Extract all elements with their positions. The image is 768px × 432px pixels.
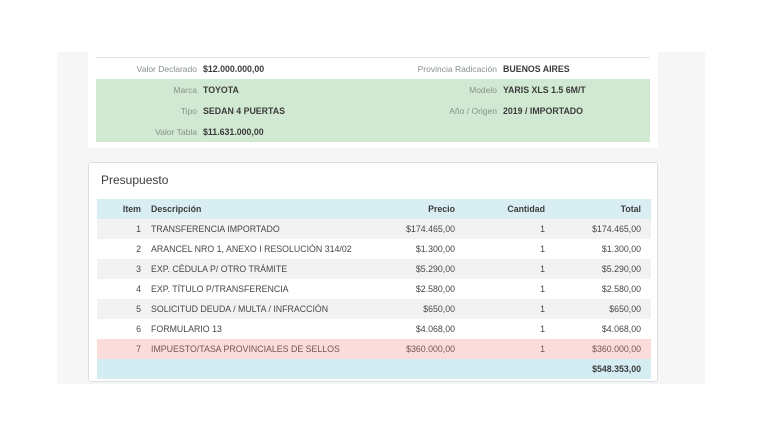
column-header-description: Descripción	[151, 204, 202, 214]
info-label-right: Provincia Radicación	[417, 63, 497, 74]
info-value-right: 2019 / IMPORTADO	[503, 105, 584, 116]
info-label-right: Año / Origen	[449, 105, 497, 116]
description-cell: TRANSFERENCIA IMPORTADO	[151, 224, 280, 234]
grand-total-row: $548.353,00	[97, 359, 651, 379]
column-header-price: Precio	[428, 204, 455, 214]
quantity-cell: 1	[540, 284, 545, 294]
vehicle-info-table: Valor Declarado $12.000.000,00 Provincia…	[96, 57, 650, 142]
total-cell: $5.290,00	[601, 264, 641, 274]
price-cell: $1.300,00	[415, 244, 455, 254]
price-cell: $650,00	[423, 304, 455, 314]
total-cell: $360.000,00	[592, 344, 641, 354]
table-row: 7 IMPUESTO/TASA PROVINCIALES DE SELLOS $…	[97, 339, 651, 359]
quantity-cell: 1	[540, 344, 545, 354]
info-value-left: TOYOTA	[203, 84, 239, 95]
item-cell: 7	[136, 344, 141, 354]
description-cell: IMPUESTO/TASA PROVINCIALES DE SELLOS	[151, 344, 340, 354]
budget-card: Presupuesto Item Descripción Precio Cant…	[88, 162, 658, 382]
grand-total-value: $548.353,00	[592, 364, 641, 374]
table-row: 4 EXP. TÍTULO P/TRANSFERENCIA $2.580,00 …	[97, 279, 651, 299]
description-cell: EXP. TÍTULO P/TRANSFERENCIA	[151, 284, 289, 294]
quantity-cell: 1	[540, 264, 545, 274]
description-cell: ARANCEL NRO 1, ANEXO I RESOLUCIÓN 314/02	[151, 244, 352, 254]
total-cell: $4.068,00	[601, 324, 641, 334]
vehicle-info-card: Valor Declarado $12.000.000,00 Provincia…	[88, 52, 658, 148]
info-label-right: Modelo	[469, 84, 497, 95]
table-body: 1 TRANSFERENCIA IMPORTADO $174.465,00 1 …	[97, 219, 651, 359]
item-cell: 5	[136, 304, 141, 314]
price-cell: $2.580,00	[415, 284, 455, 294]
column-header-quantity: Cantidad	[507, 204, 545, 214]
info-row: Marca TOYOTA Modelo YARIS XLS 1.5 6M/T	[96, 79, 650, 100]
info-label-left: Valor Tabla	[155, 126, 197, 137]
info-row: Valor Declarado $12.000.000,00 Provincia…	[96, 57, 650, 79]
quantity-cell: 1	[540, 324, 545, 334]
price-cell: $4.068,00	[415, 324, 455, 334]
table-row: 5 SOLICITUD DEUDA / MULTA / INFRACCIÓN $…	[97, 299, 651, 319]
info-row: Valor Tabla $11.631.000,00	[96, 121, 650, 142]
item-cell: 1	[136, 224, 141, 234]
table-row: 3 EXP. CÉDULA P/ OTRO TRÁMITE $5.290,00 …	[97, 259, 651, 279]
budget-table: Item Descripción Precio Cantidad Total 1…	[97, 199, 651, 379]
item-cell: 4	[136, 284, 141, 294]
price-cell: $174.465,00	[406, 224, 455, 234]
description-cell: SOLICITUD DEUDA / MULTA / INFRACCIÓN	[151, 304, 329, 314]
info-label-left: Marca	[173, 84, 197, 95]
price-cell: $360.000,00	[406, 344, 455, 354]
budget-section-title: Presupuesto	[101, 173, 169, 187]
item-cell: 2	[136, 244, 141, 254]
info-value-left: SEDAN 4 PUERTAS	[203, 105, 285, 116]
quantity-cell: 1	[540, 244, 545, 254]
quantity-cell: 1	[540, 224, 545, 234]
total-cell: $1.300,00	[601, 244, 641, 254]
item-cell: 6	[136, 324, 141, 334]
table-row: 1 TRANSFERENCIA IMPORTADO $174.465,00 1 …	[97, 219, 651, 239]
total-cell: $2.580,00	[601, 284, 641, 294]
total-cell: $174.465,00	[592, 224, 641, 234]
table-row: 6 FORMULARIO 13 $4.068,00 1 $4.068,00	[97, 319, 651, 339]
info-row: Tipo SEDAN 4 PUERTAS Año / Origen 2019 /…	[96, 100, 650, 121]
quantity-cell: 1	[540, 304, 545, 314]
price-cell: $5.290,00	[415, 264, 455, 274]
description-cell: FORMULARIO 13	[151, 324, 222, 334]
info-value-left: $11.631.000,00	[203, 126, 264, 137]
table-header-row: Item Descripción Precio Cantidad Total	[97, 199, 651, 219]
info-value-right: BUENOS AIRES	[503, 63, 570, 74]
description-cell: EXP. CÉDULA P/ OTRO TRÁMITE	[151, 264, 288, 274]
column-header-item: Item	[122, 204, 141, 214]
info-value-right: YARIS XLS 1.5 6M/T	[503, 84, 586, 95]
item-cell: 3	[136, 264, 141, 274]
info-label-left: Tipo	[180, 105, 197, 116]
info-value-left: $12.000.000,00	[203, 63, 265, 74]
info-label-left: Valor Declarado	[136, 63, 197, 74]
column-header-total: Total	[620, 204, 641, 214]
table-row: 2 ARANCEL NRO 1, ANEXO I RESOLUCIÓN 314/…	[97, 239, 651, 259]
total-cell: $650,00	[609, 304, 641, 314]
